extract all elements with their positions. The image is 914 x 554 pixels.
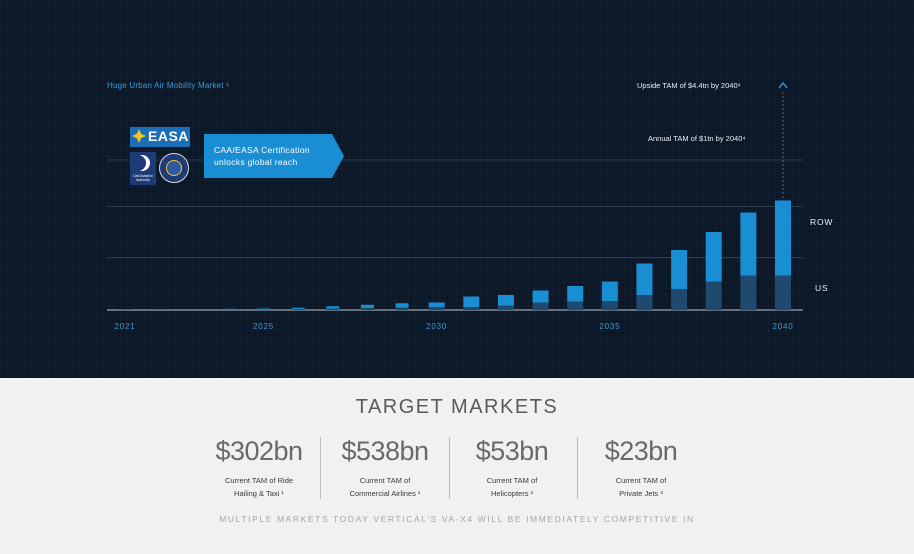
bar-us bbox=[705, 281, 722, 310]
bar-row bbox=[740, 212, 757, 276]
market-divider bbox=[449, 437, 450, 499]
x-tick-label: 2030 bbox=[426, 322, 447, 331]
bar-row bbox=[428, 302, 445, 308]
up-arrow-icon bbox=[778, 81, 788, 89]
bar-row bbox=[705, 232, 722, 282]
market-desc-line2: Commercial Airlines ¹ bbox=[349, 489, 421, 498]
faa-seal-icon bbox=[159, 153, 189, 183]
market-amount: $53bn bbox=[475, 436, 549, 466]
caa-crescent-icon bbox=[134, 155, 150, 171]
market-desc-line2: Helicopters ² bbox=[490, 489, 534, 498]
caa-logo: Civil Aviation Authority bbox=[130, 152, 156, 185]
bar-us bbox=[428, 307, 445, 310]
market-divider bbox=[320, 437, 321, 499]
bar-us bbox=[601, 301, 618, 310]
target-markets-title: TARGET MARKETS bbox=[355, 396, 559, 418]
markets-footer: MULTIPLE MARKETS TODAY VERTICAL’S VA-X4 … bbox=[219, 514, 695, 524]
bar-row bbox=[360, 304, 374, 309]
bar-row bbox=[257, 308, 271, 310]
market-commercial-airlines: $538bn Current TAM of Commercial Airline… bbox=[321, 436, 449, 500]
bar-row bbox=[636, 263, 653, 295]
bar-us bbox=[567, 301, 584, 310]
market-desc-line2: Hailing & Taxi ¹ bbox=[234, 489, 284, 498]
callout-line-1: CAA/EASA Certification bbox=[214, 145, 310, 155]
bar-row bbox=[153, 309, 167, 310]
bar-us bbox=[636, 295, 653, 310]
market-amount: $23bn bbox=[604, 436, 678, 466]
x-tick-label: 2035 bbox=[599, 322, 620, 331]
bar-us bbox=[463, 307, 480, 310]
bar-us bbox=[360, 308, 374, 310]
market-amount: $538bn bbox=[341, 436, 429, 466]
bar-row bbox=[291, 307, 305, 310]
bar-row bbox=[222, 308, 236, 310]
market-private-jets: $23bn Current TAM of Private Jets ³ bbox=[577, 436, 705, 500]
bar-us bbox=[326, 308, 340, 310]
bar-row bbox=[567, 286, 584, 302]
market-ride-hailing: $302bn Current TAM of Ride Hailing & Tax… bbox=[195, 436, 323, 500]
bar-row bbox=[601, 281, 618, 301]
bar-row bbox=[326, 306, 340, 309]
market-amount: $302bn bbox=[215, 436, 303, 466]
bar-row bbox=[775, 200, 791, 276]
bar-row bbox=[187, 309, 201, 310]
easa-star-icon bbox=[132, 129, 146, 143]
callout-arrow-shape bbox=[204, 134, 344, 178]
easa-logo: EASA bbox=[130, 127, 190, 147]
market-helicopters: $53bn Current TAM of Helicopters ² bbox=[448, 436, 576, 500]
faa-seal-inner bbox=[166, 160, 182, 176]
market-desc-line1: Current TAM of Ride bbox=[224, 476, 294, 485]
upside-annotation: Upside TAM of $4.4tn by 2040⁴ bbox=[637, 81, 741, 90]
chart-panel: Huge Urban Air Mobility Market ¹ Upside … bbox=[0, 0, 914, 378]
market-divider bbox=[577, 437, 578, 499]
bar-us bbox=[671, 289, 688, 310]
bar-row bbox=[671, 250, 688, 289]
annual-annotation: Annual TAM of $1tn by 2040⁴ bbox=[648, 134, 746, 143]
market-chart: 2021 2025 2030 2035 2040 ROW US bbox=[107, 81, 833, 331]
legend-row: ROW bbox=[810, 217, 833, 227]
bar-row bbox=[395, 303, 409, 308]
bar-us bbox=[775, 275, 791, 310]
market-desc-line1: Current TAM of bbox=[359, 476, 411, 485]
bar-us bbox=[395, 307, 409, 310]
bar-row bbox=[463, 296, 480, 307]
x-tick-label: 2040 bbox=[773, 322, 794, 331]
x-tick-label: 2021 bbox=[115, 322, 136, 331]
bar-us bbox=[532, 302, 549, 310]
easa-logo-text: EASA bbox=[148, 128, 189, 144]
chart-title: Huge Urban Air Mobility Market ¹ bbox=[107, 81, 229, 90]
legend-us: US bbox=[815, 283, 828, 293]
caa-logo-text: Civil Aviation Authority bbox=[133, 174, 153, 182]
callout-line-2: unlocks global reach bbox=[214, 157, 298, 167]
x-tick-label: 2025 bbox=[253, 322, 274, 331]
market-desc-line1: Current TAM of bbox=[615, 476, 667, 485]
bar-us bbox=[740, 275, 757, 310]
bar-row bbox=[532, 290, 549, 303]
certification-callout: CAA/EASA Certification unlocks global re… bbox=[204, 134, 344, 178]
bar-us bbox=[497, 305, 514, 310]
market-desc-line2: Private Jets ³ bbox=[619, 489, 663, 498]
market-desc-line1: Current TAM of bbox=[486, 476, 538, 485]
bar-row bbox=[497, 295, 514, 306]
bar-us bbox=[291, 309, 305, 310]
